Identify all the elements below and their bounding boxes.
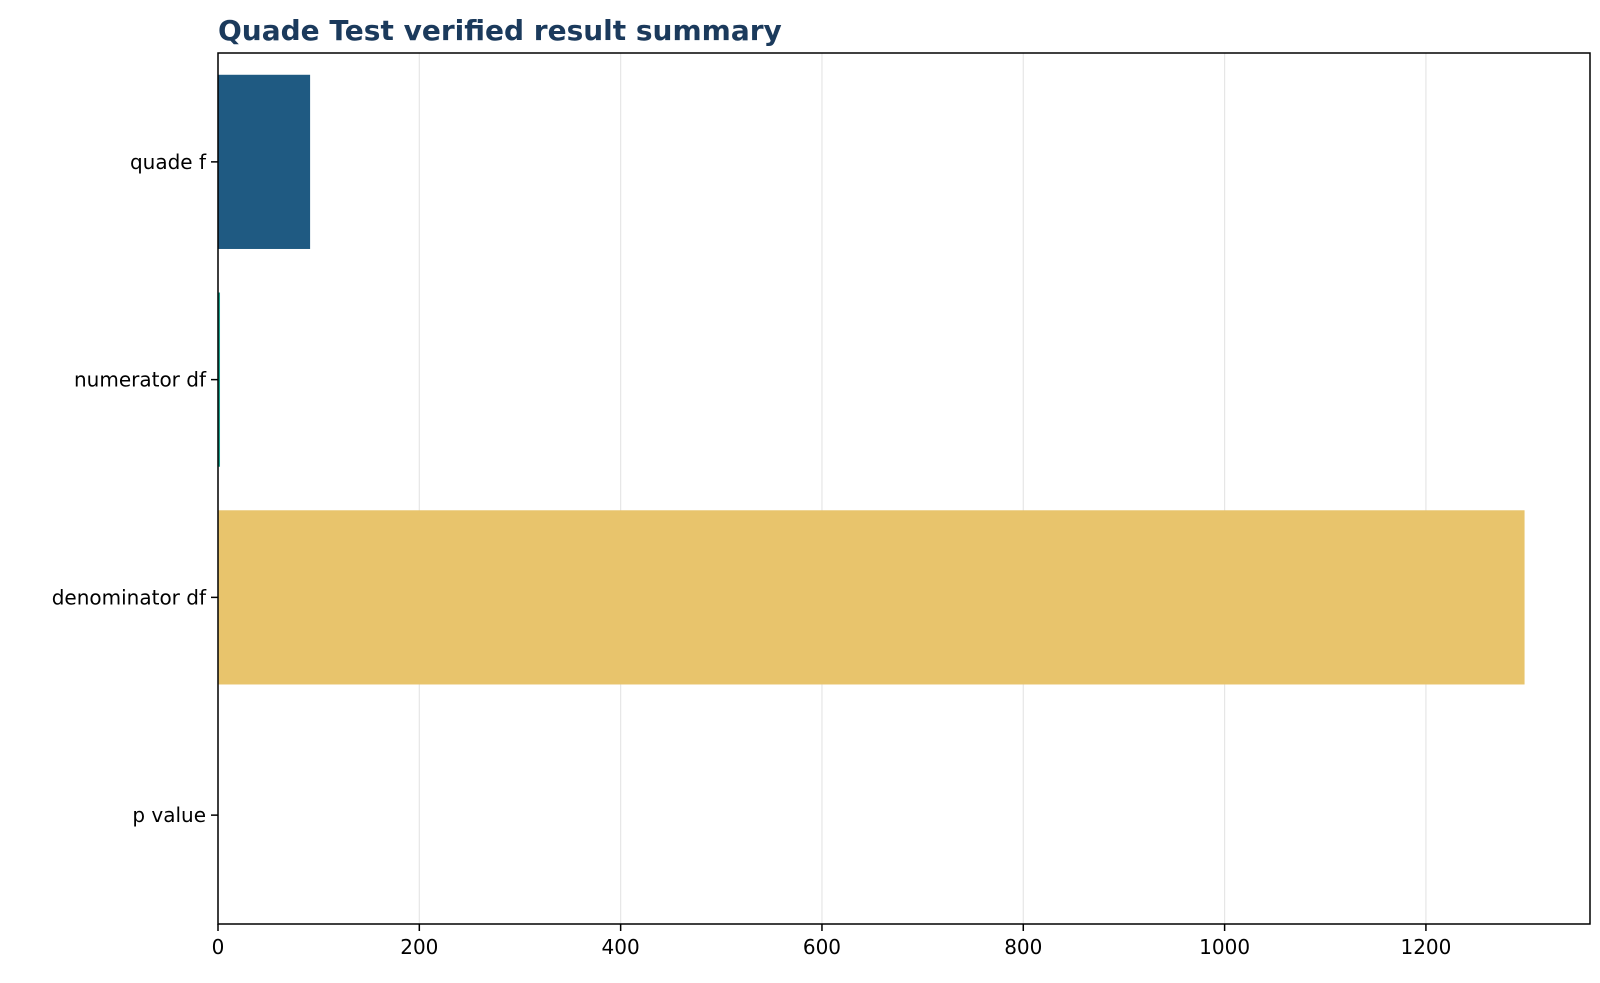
y-tick-label-p-value: p value <box>132 803 206 827</box>
bars <box>218 74 1525 685</box>
chart-title: Quade Test verified result summary <box>218 14 782 47</box>
y-tick-label-denominator-df: denominator df <box>52 585 207 609</box>
bar-quade-f <box>218 74 311 249</box>
x-tick-label: 600 <box>803 935 841 959</box>
x-tick-label: 1200 <box>1400 935 1451 959</box>
x-tick-label: 800 <box>1004 935 1042 959</box>
bar-numerator-df <box>218 292 221 467</box>
y-axis-ticks: quade f numerator df denominator df p value <box>52 150 218 827</box>
x-tick-label: 400 <box>602 935 640 959</box>
x-axis-ticks: 0 200 400 600 800 1000 1200 <box>212 924 1451 959</box>
y-tick-label-quade-f: quade f <box>130 150 207 174</box>
x-tick-label: 1000 <box>1199 935 1250 959</box>
y-tick-label-numerator-df: numerator df <box>74 368 207 392</box>
grid-lines <box>217 53 1427 924</box>
bar-denominator-df <box>218 510 1525 685</box>
x-tick-label: 200 <box>400 935 438 959</box>
plot-frame <box>217 52 1591 925</box>
x-tick-label: 0 <box>212 935 225 959</box>
